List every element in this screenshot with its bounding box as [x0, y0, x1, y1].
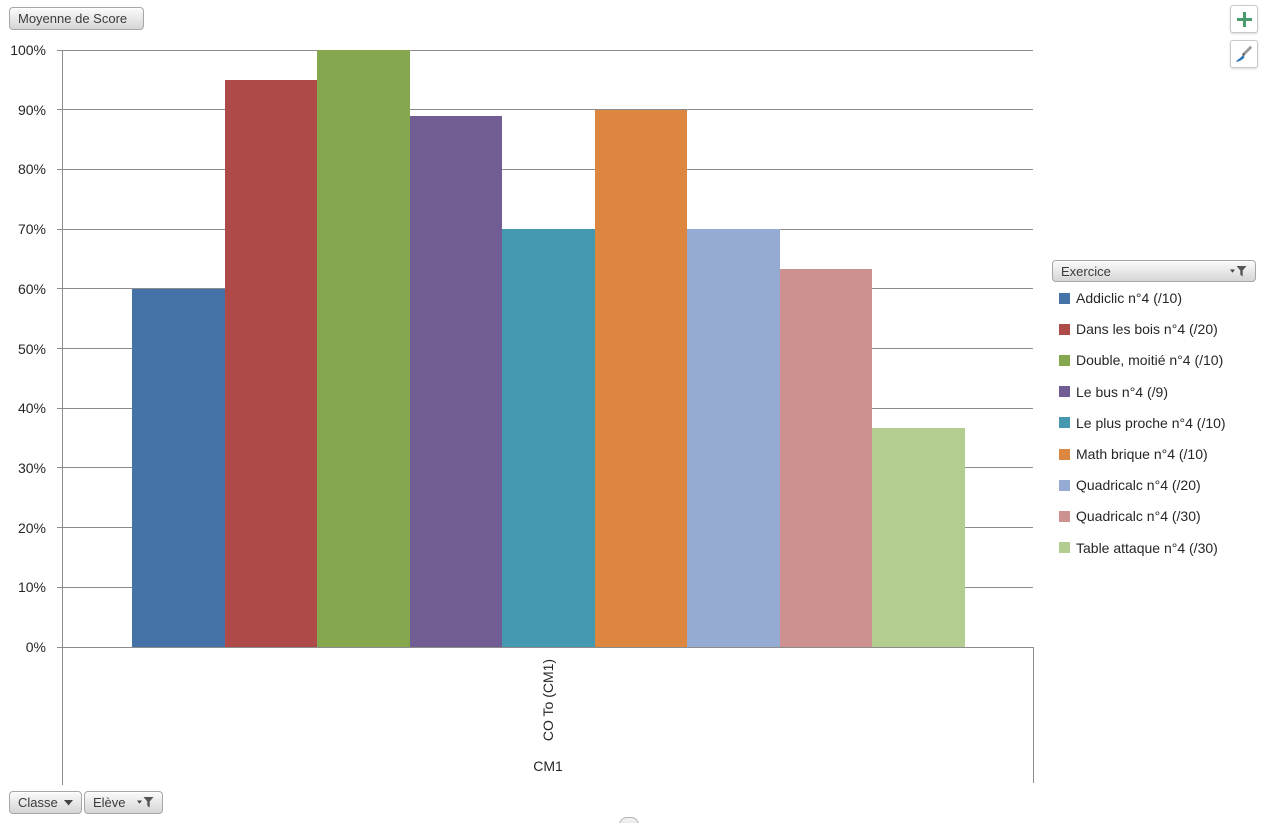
legend-item-label: Addiclic n°4 (/10): [1076, 290, 1182, 306]
bar-5[interactable]: [502, 229, 595, 647]
filter-funnel-icon: [137, 797, 154, 808]
y-axis-tick: [57, 348, 62, 349]
value-field-button[interactable]: Moyenne de Score: [9, 7, 144, 30]
legend-item-label: Double, moitié n°4 (/10): [1076, 352, 1224, 369]
bar-3[interactable]: [317, 50, 410, 647]
legend-item[interactable]: Math brique n°4 (/10): [1059, 444, 1208, 464]
legend-field-button[interactable]: Exercice: [1052, 260, 1256, 282]
y-axis-label: 100%: [10, 42, 46, 58]
legend-swatch: [1059, 292, 1070, 304]
y-axis-tick: [57, 527, 62, 529]
legend-item-label: Le bus n°4 (/9): [1076, 383, 1168, 400]
y-axis-label: 40%: [17, 400, 46, 417]
legend-item[interactable]: Le plus proche n°4 (/10): [1059, 413, 1226, 433]
filter-funnel-icon: [1230, 265, 1247, 276]
legend-swatch: [1059, 386, 1070, 398]
y-axis-tick: [57, 228, 62, 230]
legend-item[interactable]: Table attaque n°4 (/30): [1059, 538, 1218, 558]
bar-4[interactable]: [409, 116, 502, 647]
y-axis-tick: [57, 168, 62, 170]
partial-hidden-button[interactable]: [619, 817, 639, 823]
y-axis-tick: [57, 49, 62, 51]
y-axis-label: 30%: [17, 459, 46, 476]
y-axis-tick: [57, 467, 62, 469]
y-axis-label: 70%: [17, 221, 46, 238]
legend-item-label: Dans les bois n°4 (/20): [1076, 321, 1218, 338]
legend-swatch: [1059, 479, 1070, 491]
legend-item[interactable]: Dans les bois n°4 (/20): [1059, 319, 1218, 339]
y-axis-label: 60%: [17, 280, 46, 297]
y-gridline: [62, 646, 1033, 648]
y-gridline: [62, 168, 1033, 170]
bar-6[interactable]: [594, 109, 687, 647]
chart-styles-button[interactable]: [1230, 40, 1258, 68]
legend-item-label: Quadricalc n°4 (/20): [1076, 477, 1201, 494]
bar-7[interactable]: [687, 229, 780, 647]
legend-item-label: Quadricalc n°4 (/30): [1076, 508, 1201, 525]
plus-icon: [1236, 11, 1252, 27]
legend-swatch: [1059, 510, 1070, 522]
axis-field-button-label: Elève: [93, 795, 126, 810]
legend-item[interactable]: Le bus n°4 (/9): [1059, 382, 1168, 402]
y-axis-tick: [57, 407, 62, 409]
paintbrush-icon: [1235, 45, 1253, 62]
category-label: CO To (CM1): [540, 658, 556, 742]
legend-item-label: Math brique n°4 (/10): [1076, 446, 1208, 462]
bar-9[interactable]: [872, 427, 965, 647]
legend-swatch: [1059, 417, 1070, 429]
legend-item[interactable]: Quadricalc n°4 (/20): [1059, 475, 1201, 495]
bar-8[interactable]: [779, 269, 872, 647]
chevron-down-icon: [64, 799, 73, 805]
y-axis-label: 0%: [25, 639, 46, 655]
bar-2[interactable]: [224, 79, 317, 647]
axis-field-button-eleve[interactable]: Elève: [84, 791, 163, 814]
legend-swatch: [1059, 542, 1070, 554]
value-axis-line: [62, 50, 63, 785]
legend-item-label: Le plus proche n°4 (/10): [1076, 414, 1226, 431]
legend-swatch: [1059, 448, 1070, 460]
add-chart-element-button[interactable]: [1230, 5, 1258, 33]
y-axis-tick: [57, 586, 62, 588]
legend-item-label: Table attaque n°4 (/30): [1076, 539, 1218, 556]
value-field-button-label: Moyenne de Score: [18, 11, 128, 26]
y-gridline: [62, 49, 1033, 51]
y-axis-tick: [57, 109, 62, 111]
y-axis-tick: [57, 646, 62, 648]
y-axis-label: 90%: [17, 101, 46, 118]
category-group-label: CM1: [533, 758, 563, 774]
y-axis-label: 50%: [17, 340, 46, 357]
bar-1[interactable]: [132, 288, 225, 647]
category-axis-right-border: [1033, 647, 1034, 783]
axis-field-button-label: Classe: [18, 795, 58, 810]
y-gridline: [62, 109, 1033, 111]
y-axis-label: 20%: [17, 519, 46, 536]
y-axis-label: 80%: [17, 161, 46, 178]
legend-item[interactable]: Addiclic n°4 (/10): [1059, 288, 1182, 308]
legend-item[interactable]: Quadricalc n°4 (/30): [1059, 506, 1201, 526]
legend-swatch: [1059, 323, 1070, 335]
legend-field-button-label: Exercice: [1061, 263, 1111, 279]
legend-swatch: [1059, 354, 1070, 366]
axis-field-button-classe[interactable]: Classe: [9, 791, 82, 814]
y-axis-tick: [57, 288, 62, 290]
y-axis-label: 10%: [17, 579, 46, 596]
legend-item[interactable]: Double, moitié n°4 (/10): [1059, 350, 1223, 370]
